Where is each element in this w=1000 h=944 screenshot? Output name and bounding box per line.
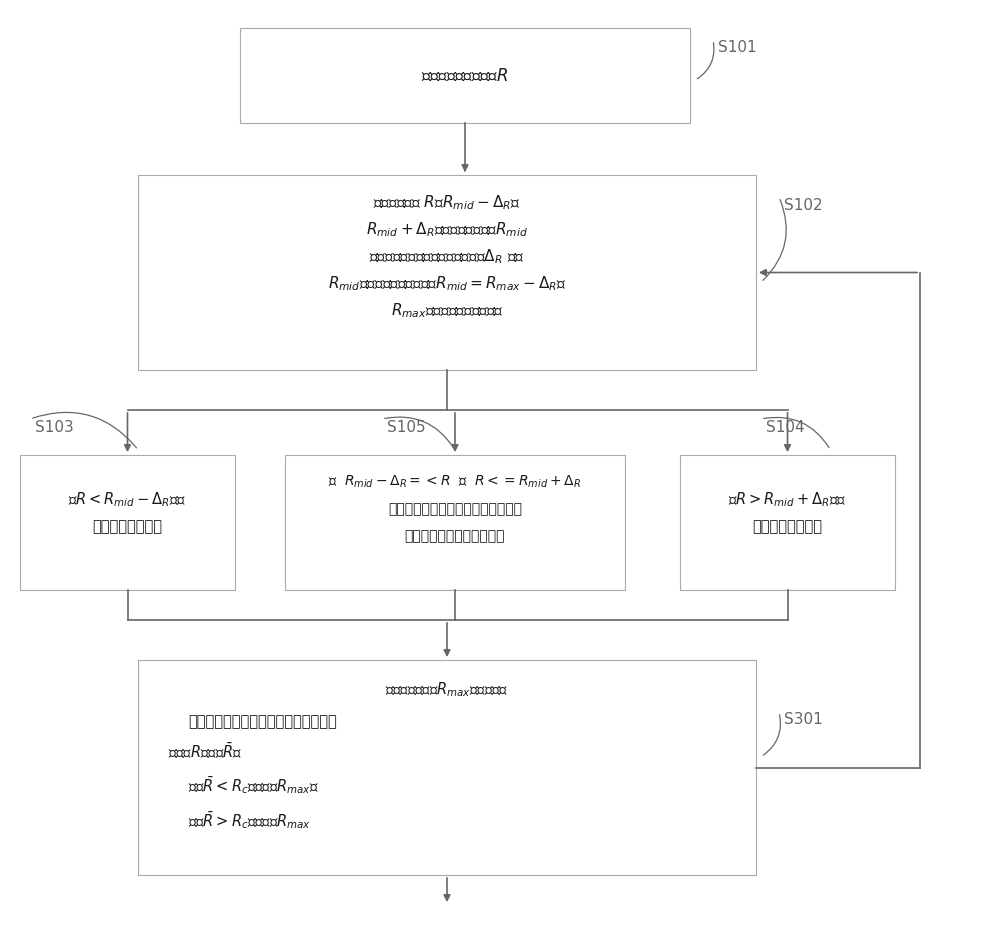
Text: 通过如下方式对$R_{max}$进行调整：: 通过如下方式对$R_{max}$进行调整：: [385, 681, 509, 700]
Text: 每隔第二预设时长，计算所述第二预设: 每隔第二预设时长，计算所述第二预设: [188, 715, 337, 730]
Text: 设策略，微调磨矿机进料量: 设策略，微调磨矿机进料量: [405, 529, 505, 543]
Text: S105: S105: [387, 419, 426, 434]
Bar: [138, 175, 756, 370]
Bar: [285, 455, 625, 590]
Text: $R_{mid}$为中心的允许波动量，$R_{mid}=R_{max}-\Delta_R$，: $R_{mid}$为中心的允许波动量，$R_{mid}=R_{max}-\Del…: [328, 275, 566, 294]
Text: 如果$\bar{R}<R_c$，则调高$R_{max}$；: 如果$\bar{R}<R_c$，则调高$R_{max}$；: [188, 774, 319, 796]
Text: $R_{max}$为磨矿机功率最大阈值: $R_{max}$为磨矿机功率最大阈值: [391, 302, 503, 320]
Text: 当$R<R_{mid}-\Delta_R$时，: 当$R<R_{mid}-\Delta_R$时，: [68, 491, 187, 510]
Text: 当$R>R_{mid}+\Delta_R$时，: 当$R>R_{mid}+\Delta_R$时，: [728, 491, 847, 510]
Text: 增加磨矿机进料量: 增加磨矿机进料量: [92, 519, 162, 534]
Text: S103: S103: [35, 419, 74, 434]
Text: S102: S102: [784, 197, 823, 212]
Text: 时长内$R$的均值$\bar{R}$；: 时长内$R$的均值$\bar{R}$；: [168, 740, 242, 760]
Text: 时，根据磨矿机功率的变化趋势及预: 时，根据磨矿机功率的变化趋势及预: [388, 502, 522, 516]
Text: S104: S104: [766, 419, 805, 434]
Text: S301: S301: [784, 713, 823, 728]
Text: 当  $R_{mid}-\Delta_R=<R$  且  $R<=R_{mid}+\Delta_R$: 当 $R_{mid}-\Delta_R=<R$ 且 $R<=R_{mid}+\D…: [328, 474, 582, 490]
Text: 降低磨矿机进料量: 降低磨矿机进料量: [753, 519, 822, 534]
Text: S101: S101: [718, 41, 757, 56]
Bar: [138, 660, 756, 875]
Bar: [680, 455, 895, 590]
Text: 确定当前功率 $R$与$R_{mid}-\Delta_R$及: 确定当前功率 $R$与$R_{mid}-\Delta_R$及: [373, 194, 521, 212]
Text: 获取磨矿机当前功率$R$: 获取磨矿机当前功率$R$: [421, 66, 509, 85]
Text: 如果$\bar{R}>R_c$，则调低$R_{max}$: 如果$\bar{R}>R_c$，则调低$R_{max}$: [188, 809, 311, 831]
Bar: [240, 28, 690, 123]
Bar: [20, 455, 235, 590]
Text: 为磨矿机功率合理区间的中间值，$\Delta_R$ 为以: 为磨矿机功率合理区间的中间值，$\Delta_R$ 为以: [369, 247, 525, 266]
Text: $R_{mid}+\Delta_R$的大小关系，其中$R_{mid}$: $R_{mid}+\Delta_R$的大小关系，其中$R_{mid}$: [366, 221, 528, 240]
